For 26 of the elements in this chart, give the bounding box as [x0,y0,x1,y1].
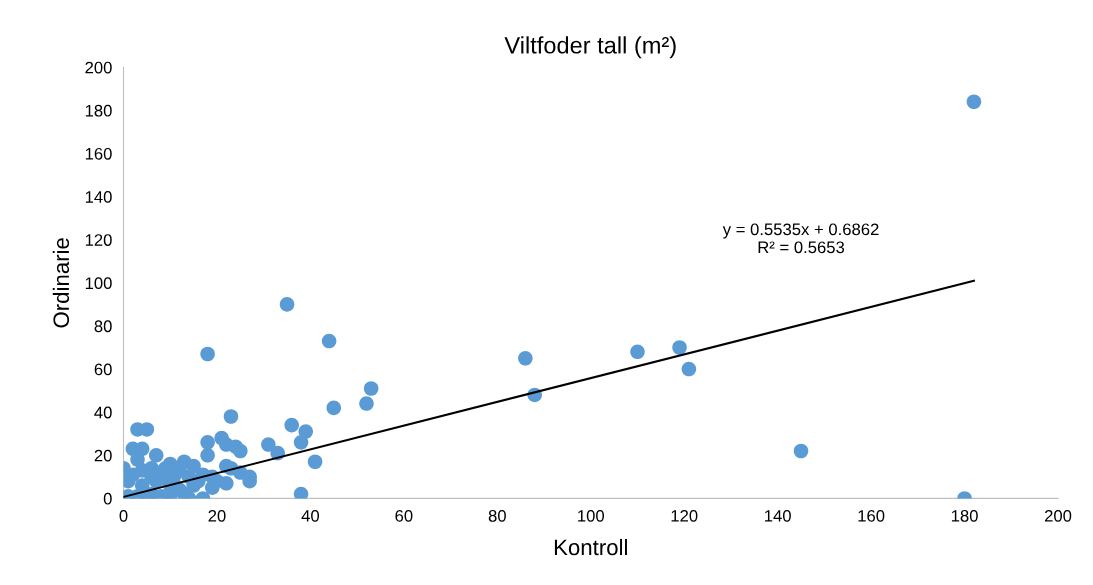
x-tick-label: 200 [1044,509,1072,522]
y-tick-label: 0 [103,492,112,505]
y-tick-label: 160 [85,147,112,160]
chart-title: Viltfoder tall (m²) [504,36,676,59]
y-tick-label: 100 [85,277,112,290]
y-tick-label: 200 [85,61,112,74]
y-tick-label: 40 [94,406,112,419]
y-tick-label: 120 [85,234,112,246]
x-tick-label: 180 [951,509,978,522]
x-tick-label: 60 [395,509,413,522]
x-tick-label: 20 [208,509,226,522]
annotation: y = 0.5535x + 0.6862 R² = 0.5653 [722,223,879,254]
y-tick-label: 180 [85,104,112,117]
x-tick-label: 100 [578,509,605,522]
y-tick-label: 20 [94,449,112,462]
x-axis-title: Kontroll [554,538,627,556]
y-tick-label: 60 [94,363,112,376]
x-tick-label: 140 [765,509,791,522]
x-tick-label: 80 [488,509,506,522]
x-tick-label: 160 [858,509,885,522]
x-tick-label: 40 [301,509,320,522]
x-tick-label: 0 [119,509,128,522]
y-tick-label: 140 [85,191,112,203]
x-tick-label: 120 [671,509,698,522]
y-tick-label: 80 [94,320,112,333]
y-axis-title: Ordinarie [52,238,70,328]
